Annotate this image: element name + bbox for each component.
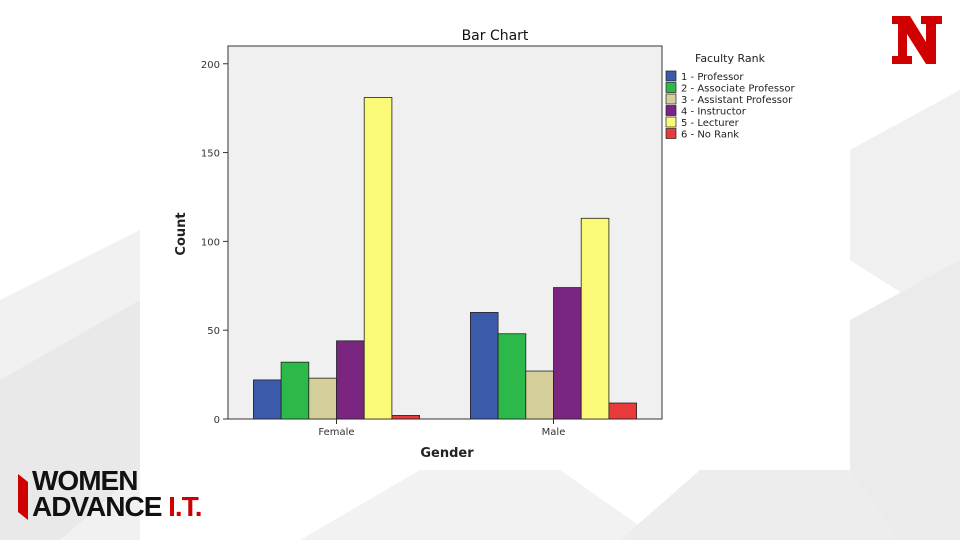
bar-male-6 bbox=[608, 402, 637, 420]
logo-text-advance: ADVANCE bbox=[32, 491, 169, 522]
legend-label-4: 4 - Instructor bbox=[681, 107, 747, 118]
legend-label-1: 1 - Professor bbox=[681, 72, 744, 83]
bar-male-1 bbox=[469, 312, 499, 420]
legend-label-5: 5 - Lecturer bbox=[681, 118, 740, 129]
bar-female-2 bbox=[280, 361, 310, 420]
bar-male-2 bbox=[497, 333, 527, 420]
chart-title: Bar Chart bbox=[462, 28, 529, 44]
legend-title: Faculty Rank bbox=[695, 52, 766, 65]
legend-label-3: 3 - Assistant Professor bbox=[681, 95, 793, 106]
y-tick-label: 50 bbox=[207, 326, 220, 337]
legend-swatch-1 bbox=[665, 70, 677, 82]
logo-line-advance: ADVANCE I.T. bbox=[32, 491, 203, 522]
legend-swatch-2 bbox=[665, 82, 677, 93]
bar-female-3 bbox=[308, 377, 337, 420]
university-n-logo bbox=[892, 16, 942, 64]
x-tick-label: Female bbox=[318, 427, 354, 438]
bar-female-4 bbox=[336, 340, 365, 420]
legend-label-6: 6 - No Rank bbox=[681, 130, 739, 141]
bar-male-3 bbox=[525, 370, 554, 420]
bar-male-4 bbox=[553, 287, 582, 420]
y-axis-title: Count bbox=[174, 212, 189, 255]
y-tick-label: 100 bbox=[201, 237, 220, 248]
logo-text-it: I.T. bbox=[168, 491, 202, 522]
y-tick-label: 0 bbox=[214, 415, 220, 426]
legend-swatch-6 bbox=[665, 128, 677, 139]
legend-label-2: 2 - Associate Professor bbox=[681, 84, 795, 95]
bar-female-6 bbox=[391, 415, 420, 420]
logo-accent-shape bbox=[18, 474, 28, 520]
logo-line-women: WOMEN bbox=[32, 465, 138, 496]
bar-male-5 bbox=[580, 217, 610, 420]
bar-female-5 bbox=[363, 97, 393, 420]
legend-swatch-3 bbox=[665, 93, 677, 105]
legend-swatch-4 bbox=[665, 105, 677, 116]
bar-female-1 bbox=[253, 379, 282, 420]
x-axis-title: Gender bbox=[420, 446, 474, 461]
y-tick-label: 150 bbox=[201, 149, 220, 160]
chart-panel: Bar Chart 0 50 100 150 200 Female Male Gender … bbox=[140, 16, 850, 470]
legend-swatch-5 bbox=[665, 116, 677, 128]
x-tick-label: Male bbox=[542, 427, 566, 438]
women-advance-it-logo: WOMEN ADVANCE I.T. bbox=[18, 466, 248, 526]
y-tick-label: 200 bbox=[201, 60, 220, 71]
